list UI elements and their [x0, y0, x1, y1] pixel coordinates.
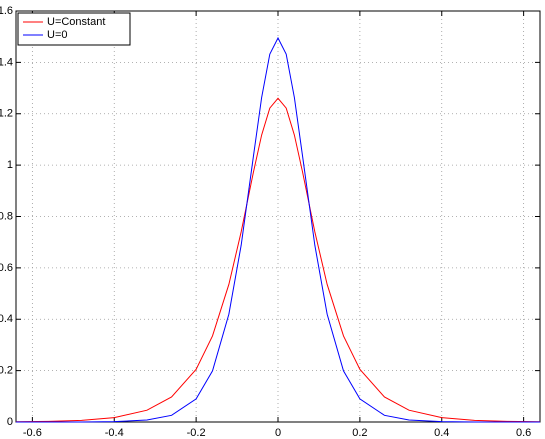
- x-tick-label: 0.2: [352, 427, 367, 439]
- x-tick-label: -0.4: [105, 427, 124, 439]
- y-tick-label: 0.4: [0, 313, 13, 325]
- y-tick-label: 0.2: [0, 365, 13, 377]
- legend-box: [17, 12, 131, 46]
- data-line: [15, 36, 541, 423]
- x-tick-label: -0.2: [187, 427, 206, 439]
- y-tick-label: 1: [7, 159, 13, 171]
- y-tick-label: 1.2: [0, 108, 13, 120]
- plot-frame: [15, 10, 541, 423]
- legend-label: U=Constant: [47, 16, 105, 28]
- y-tick-label: 0.8: [0, 210, 13, 222]
- y-tick-label: 1.6: [0, 5, 13, 17]
- y-tick-label: 0: [7, 416, 13, 428]
- data-line: [15, 97, 541, 423]
- x-tick-label: 0.6: [516, 427, 531, 439]
- x-tick-label: 0: [275, 427, 281, 439]
- legend-label: U=0: [47, 29, 68, 41]
- x-tick-label: 0.4: [434, 427, 449, 439]
- x-tick-label: -0.6: [23, 427, 42, 439]
- y-tick-label: 0.6: [0, 262, 13, 274]
- y-tick-label: 1.4: [0, 56, 13, 68]
